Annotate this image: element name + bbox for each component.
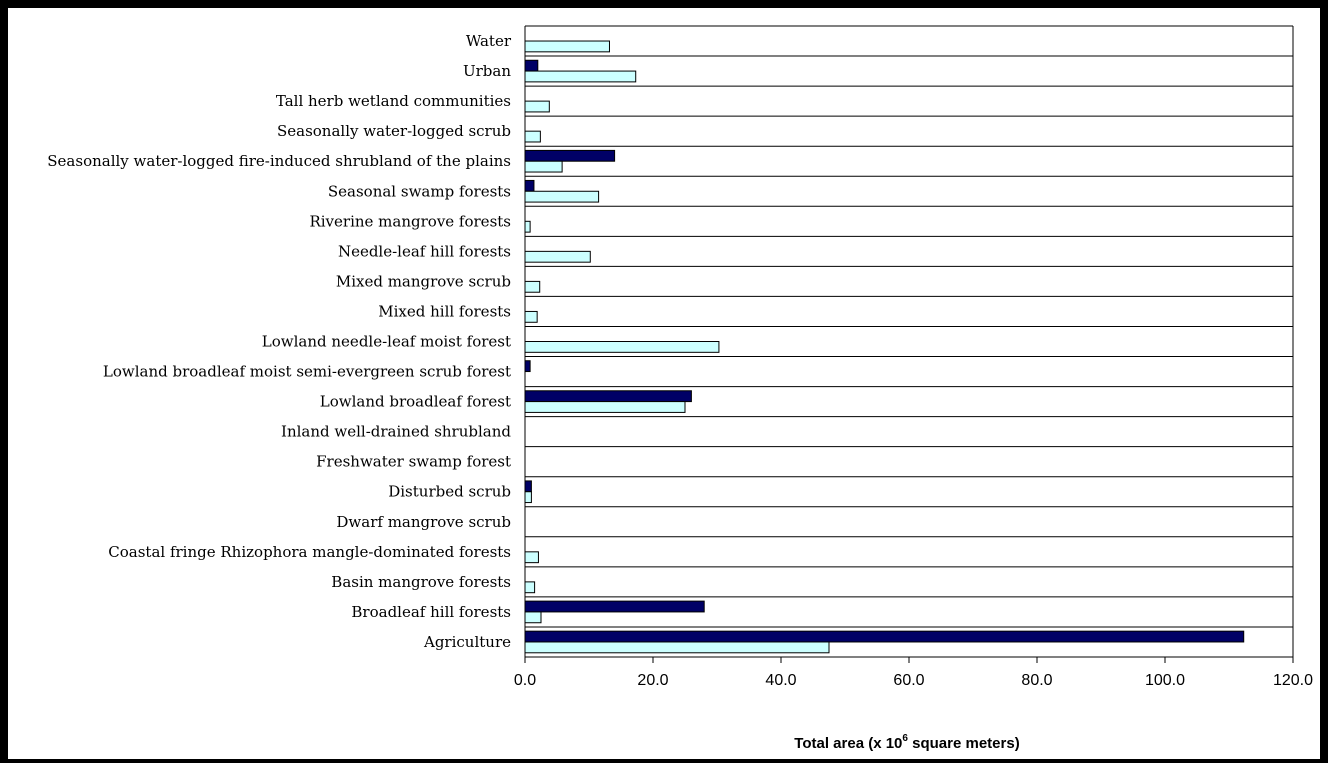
category-labels: Water Urban Tall herb wetland communities S… xyxy=(47,32,512,651)
bar xyxy=(524,401,686,413)
bar xyxy=(524,551,539,564)
category-label: Freshwater swamp forest xyxy=(316,453,511,471)
category-label: Coastal fringe Rhizophora mangle-dominat… xyxy=(108,543,511,561)
bar xyxy=(524,630,1245,643)
bar xyxy=(524,611,542,624)
bar xyxy=(524,390,692,403)
bar xyxy=(524,149,616,162)
category-label: Agriculture xyxy=(423,633,511,651)
bar xyxy=(524,130,541,143)
x-axis-title: Total area (x 106 square meters) xyxy=(794,733,1019,752)
x-tick-label: 0.0 xyxy=(514,672,536,689)
category-label: Riverine mangrove forests xyxy=(309,212,511,230)
category-label: Basin mangrove forests xyxy=(331,573,511,591)
bar xyxy=(524,600,705,613)
category-label: Mixed hill forests xyxy=(378,302,511,320)
category-label: Mixed mangrove scrub xyxy=(336,272,511,290)
axes xyxy=(524,26,1294,663)
x-tick-label: 80.0 xyxy=(1021,672,1052,689)
bar xyxy=(524,70,637,83)
bar xyxy=(524,59,539,72)
bar xyxy=(524,179,535,192)
bar xyxy=(524,220,531,233)
category-label: Urban xyxy=(463,62,511,80)
category-label: Broadleaf hill forests xyxy=(351,603,511,621)
bar xyxy=(524,641,830,654)
category-label: Needle-leaf hill forests xyxy=(338,242,511,260)
bar xyxy=(524,280,541,293)
category-label: Water xyxy=(466,32,512,50)
category-label: Seasonal swamp forests xyxy=(328,182,511,200)
category-label: Lowland broadleaf moist semi-evergreen s… xyxy=(103,363,511,381)
x-tick-label: 120.0 xyxy=(1273,672,1313,689)
bar xyxy=(524,341,720,353)
bar xyxy=(524,581,536,594)
bars xyxy=(524,40,1245,654)
bar xyxy=(524,250,591,263)
category-label: Disturbed scrub xyxy=(388,483,511,501)
bar xyxy=(524,40,610,53)
category-label: Dwarf mangrove scrub xyxy=(336,513,511,531)
bar xyxy=(524,190,600,203)
category-label: Tall herb wetland communities xyxy=(276,92,511,110)
x-tick-label: 100.0 xyxy=(1145,672,1185,689)
category-label: Lowland broadleaf forest xyxy=(320,393,511,411)
bar xyxy=(524,160,563,173)
bar xyxy=(524,480,532,493)
bar xyxy=(524,491,532,504)
x-tick-label: 40.0 xyxy=(765,672,796,689)
bar xyxy=(524,360,531,373)
category-label: Seasonally water-logged fire-induced shr… xyxy=(47,152,511,170)
category-label: Seasonally water-logged scrub xyxy=(277,122,511,140)
x-tick-label: 60.0 xyxy=(893,672,924,689)
bar xyxy=(524,100,550,113)
bar xyxy=(524,310,538,323)
x-tick-labels: 0.0 20.0 40.0 60.0 80.0 100.0 120.0 xyxy=(514,672,1313,689)
x-tick-label: 20.0 xyxy=(637,672,668,689)
category-label: Inland well-drained shrubland xyxy=(281,423,511,441)
category-label: Lowland needle-leaf moist forest xyxy=(262,333,511,351)
